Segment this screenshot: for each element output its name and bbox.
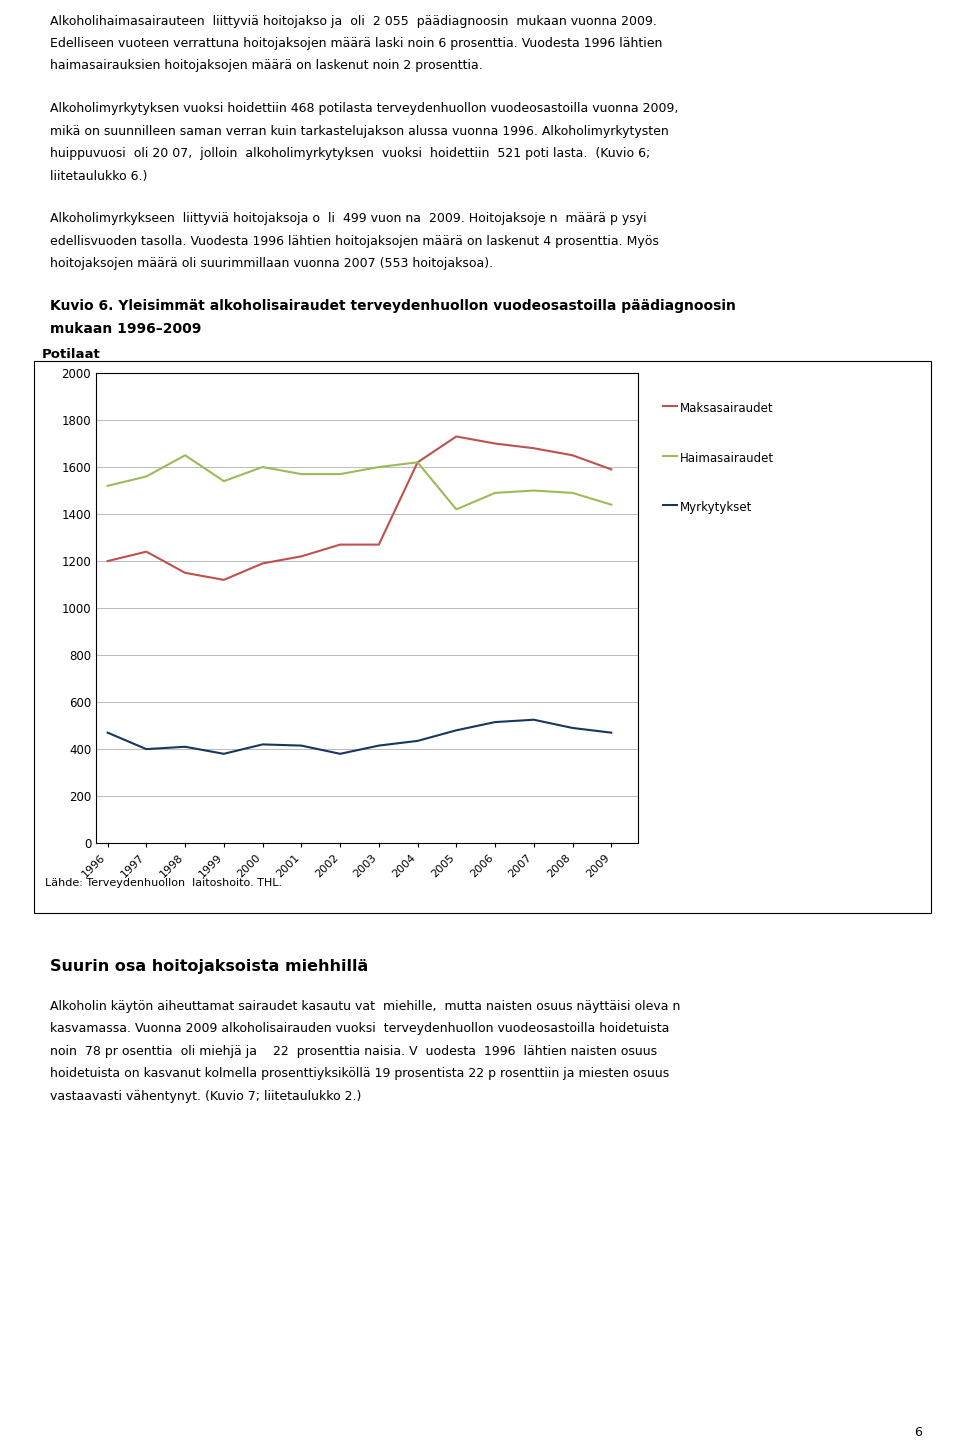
Text: kasvamassa. Vuonna 2009 alkoholisairauden vuoksi  terveydenhuollon vuodeosastoil: kasvamassa. Vuonna 2009 alkoholisairaude… [50, 1022, 669, 1035]
Text: Maksasairaudet: Maksasairaudet [680, 402, 774, 415]
Text: Alkoholimyrkytyksen vuoksi hoidettiin 468 potilasta terveydenhuollon vuodeosasto: Alkoholimyrkytyksen vuoksi hoidettiin 46… [50, 102, 679, 115]
Text: Haimasairaudet: Haimasairaudet [680, 451, 774, 464]
Text: 6: 6 [914, 1426, 922, 1439]
Text: vastaavasti vähentynyt. (Kuvio 7; liitetaulukko 2.): vastaavasti vähentynyt. (Kuvio 7; liitet… [50, 1090, 361, 1103]
Text: Lähde: Terveydenhuollon  laitoshoito. THL.: Lähde: Terveydenhuollon laitoshoito. THL… [45, 878, 282, 888]
Text: mukaan 1996–2009: mukaan 1996–2009 [50, 322, 202, 335]
Text: Suurin osa hoitojaksoista miehhillä: Suurin osa hoitojaksoista miehhillä [50, 959, 369, 974]
Text: Potilaat: Potilaat [41, 348, 100, 361]
Text: noin  78 pr osenttia  oli miehjä ja    22  prosenttia naisia. V  uodesta  1996  : noin 78 pr osenttia oli miehjä ja 22 pro… [50, 1045, 657, 1058]
Text: Edelliseen vuoteen verrattuna hoitojaksojen määrä laski noin 6 prosenttia. Vuode: Edelliseen vuoteen verrattuna hoitojakso… [50, 36, 662, 49]
Text: Alkoholihaimasairauteen  liittyviä hoitojakso ja  oli  2 055  päädiagnoosin  muk: Alkoholihaimasairauteen liittyviä hoitoj… [50, 15, 657, 28]
Text: liitetaulukko 6.): liitetaulukko 6.) [50, 170, 147, 183]
Text: Alkoholimyrkykseen  liittyviä hoitojaksoja o  li  499 vuon na  2009. Hoitojaksoj: Alkoholimyrkykseen liittyviä hoitojaksoj… [50, 212, 646, 225]
Text: huippuvuosi  oli 20 07,  jolloin  alkoholimyrkytyksen  vuoksi  hoidettiin  521 p: huippuvuosi oli 20 07, jolloin alkoholim… [50, 147, 650, 160]
Text: hoidetuista on kasvanut kolmella prosenttiyksiköllä 19 prosentista 22 p rosentti: hoidetuista on kasvanut kolmella prosent… [50, 1066, 669, 1080]
Text: Myrkytykset: Myrkytykset [680, 501, 752, 514]
Text: Alkoholin käytön aiheuttamat sairaudet kasautu vat  miehille,  mutta naisten osu: Alkoholin käytön aiheuttamat sairaudet k… [50, 1000, 681, 1013]
Text: hoitojaksojen määrä oli suurimmillaan vuonna 2007 (553 hoitojaksoa).: hoitojaksojen määrä oli suurimmillaan vu… [50, 257, 493, 270]
Text: mikä on suunnilleen saman verran kuin tarkastelujakson alussa vuonna 1996. Alkoh: mikä on suunnilleen saman verran kuin ta… [50, 125, 669, 138]
Text: Kuvio 6. Yleisimmät alkoholisairaudet terveydenhuollon vuodeosastoilla päädiagno: Kuvio 6. Yleisimmät alkoholisairaudet te… [50, 299, 735, 313]
Text: edellisvuoden tasolla. Vuodesta 1996 lähtien hoitojaksojen määrä on laskenut 4 p: edellisvuoden tasolla. Vuodesta 1996 läh… [50, 235, 659, 248]
Text: haimasairauksien hoitojaksojen määrä on laskenut noin 2 prosenttia.: haimasairauksien hoitojaksojen määrä on … [50, 59, 483, 73]
